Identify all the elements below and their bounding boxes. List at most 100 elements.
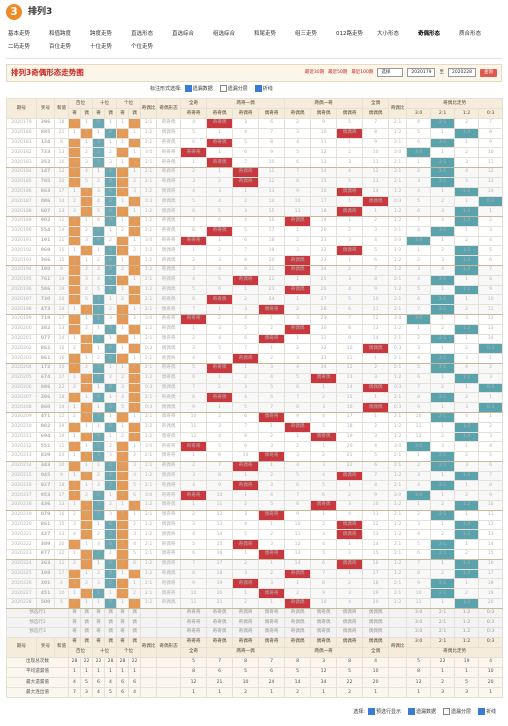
select[interactable]: 选择 <box>377 68 404 77</box>
ratio-trend-cell: 2 <box>454 490 480 502</box>
nav-item[interactable]: 和值跨度 <box>49 31 72 37</box>
checkbox[interactable] <box>219 85 227 92</box>
issue: 2020200 <box>6 323 37 335</box>
pattern-cell: 偶奇奇 <box>258 588 286 600</box>
draw-number: 086 <box>36 196 55 208</box>
option[interactable]: 遗漏分层 <box>442 708 471 716</box>
pattern-cell: 2 <box>232 500 260 511</box>
pattern-cell: 25 <box>310 274 338 286</box>
quick-link[interactable]: 最近30期 <box>304 70 325 75</box>
ratio-trend-cell: 5 <box>478 451 504 462</box>
position-cell: 6 <box>104 558 118 570</box>
position-cell: 1 <box>116 441 130 453</box>
option[interactable]: 遗漏数据 <box>407 708 436 716</box>
panel-bar: 排列3奇偶形态走势图 最近30期 最近50期 最近100期 选择 2020179 至… <box>6 64 502 82</box>
ratio-trend-cell: 2:1 <box>430 333 456 345</box>
position-cell: 1 <box>79 598 94 609</box>
nav-item[interactable]: 奇偶形态 <box>418 31 441 37</box>
checkbox[interactable] <box>254 85 262 92</box>
stats-value: 22 <box>92 656 106 668</box>
ratio-trend-cell: 3 <box>454 460 480 472</box>
ratio-trend-cell: 2 <box>430 500 456 511</box>
nav-item[interactable]: 直选综合 <box>172 31 195 37</box>
nav-item[interactable]: 大小形态 <box>377 31 400 37</box>
nav-item[interactable]: 组选综合 <box>213 31 236 37</box>
draw-row: 2020202 862 16 2 8 1 6 1 2 0:3 偶偶偶 3 5 7 1 2 32 10 偶偶偶 0:3 3… <box>6 343 504 355</box>
pattern-cell: 5 <box>362 245 390 257</box>
option[interactable]: 遗漏数据 <box>184 85 213 93</box>
ratio-trend-cell: 4 <box>454 362 480 374</box>
draw-row: 2020198 473 14 1 4 7 2 3 1 2:1 偶奇奇 7 1 3 偶奇奇 2 28 6 11 2:1 7… <box>6 304 504 315</box>
nav-item[interactable]: 个位走势 <box>131 44 154 50</box>
checkbox[interactable] <box>367 708 375 715</box>
ratio: 1:2 <box>388 206 408 217</box>
ratio-trend-cell: 3:0 <box>406 313 432 325</box>
from-input[interactable]: 2020179 <box>407 68 436 77</box>
option[interactable]: 折线 <box>477 708 496 716</box>
nav-item[interactable]: 基本走势 <box>8 31 31 37</box>
nav-item[interactable]: 二码走势 <box>8 44 31 50</box>
nav-item[interactable]: 质合形态 <box>459 31 482 37</box>
option[interactable]: 预选行显示 <box>367 708 401 716</box>
draw-number: 554 <box>36 225 55 237</box>
checkbox[interactable] <box>442 708 450 715</box>
pattern-cell: 4 <box>336 284 364 296</box>
pattern-cell: 14 <box>284 558 312 570</box>
preselect-cell: 0:3 <box>478 617 504 629</box>
nav-item[interactable]: 组三走势 <box>295 31 318 37</box>
position-cell: 3 <box>68 460 81 472</box>
position-cell: 1 <box>68 549 81 560</box>
position-cell: 5 <box>68 598 81 609</box>
nav-item[interactable]: 012路走势 <box>336 31 363 37</box>
draw-number: 674 <box>36 372 55 384</box>
pattern-cell: 1 <box>258 421 286 433</box>
pattern-cell: 4 <box>258 372 286 384</box>
draw-number: 551 <box>36 441 55 453</box>
query-button[interactable]: 查询 <box>480 68 497 77</box>
position-cell: 7 <box>68 176 81 188</box>
pattern-cell: 4 <box>206 431 234 443</box>
preselect-cell: 偶偶奇 <box>336 607 364 619</box>
draw-row: 2020201 077 14 1 0 7 1 7 1 2:1 偶奇奇 2 4 6 偶奇奇 1 31 9 14 2:1 2… <box>6 333 504 345</box>
header-row: 百位 十位 个位 全奇 两奇一偶 两偶一奇 全偶 奇偶比走势 <box>7 646 504 658</box>
preselect-cell: 偶 <box>128 617 142 629</box>
column-header: 奖号 <box>36 98 55 119</box>
form: 奇偶奇 <box>156 353 182 364</box>
quick-link[interactable]: 最近100期 <box>351 70 374 75</box>
draw-row: 2020192 069 15 1 0 1 6 9 2 1:2 偶偶奇 1 2 7 19 3 22 偶偶奇 5 1:2 1… <box>6 245 504 257</box>
pattern-cell: 6 <box>232 147 260 159</box>
position-cell: 1 <box>92 598 106 609</box>
option[interactable]: 折线 <box>254 85 273 93</box>
pattern-cell: 14 <box>310 166 338 178</box>
pattern-cell: 2 <box>180 460 208 472</box>
sum: 17 <box>54 372 69 384</box>
nav-item[interactable]: 百位走势 <box>49 44 72 50</box>
ratio-trend-cell: 2 <box>430 431 456 443</box>
position-cell: 1 <box>128 578 142 590</box>
checkbox[interactable] <box>407 708 415 715</box>
pattern-cell: 1 <box>284 225 312 237</box>
nav-item[interactable]: 跨度走势 <box>90 31 113 37</box>
to-input[interactable]: 2020228 <box>447 68 476 77</box>
preselect-cell: 偶偶奇 <box>336 617 364 629</box>
ratio-trend-cell: 1 <box>430 490 456 502</box>
position-cell: 1 <box>79 215 94 227</box>
position-cell: 1 <box>92 402 106 413</box>
position-cell: 0 <box>79 333 94 345</box>
ratio-trend-cell: 0:3 <box>478 382 504 394</box>
nav-item[interactable]: 直选形态 <box>131 31 154 37</box>
pattern-cell: 5 <box>310 549 338 560</box>
ratio-trend-cell: 1 <box>406 157 432 168</box>
checkbox[interactable] <box>477 708 485 715</box>
pattern-cell: 11 <box>362 157 390 168</box>
position-cell: 2 <box>128 451 142 462</box>
nav-item[interactable]: 和尾走势 <box>254 31 277 37</box>
pattern-cell: 4 <box>310 411 338 423</box>
nav-item[interactable]: 十位走势 <box>90 44 113 50</box>
form: 奇偶偶 <box>156 264 182 276</box>
options: 标注形式选择: 遗漏数据 遗漏分层 折线 <box>150 85 277 93</box>
checkbox[interactable] <box>184 85 192 92</box>
option[interactable]: 遗漏分层 <box>219 85 248 93</box>
stats-value: 3 <box>310 656 338 668</box>
quick-link[interactable]: 最近50期 <box>328 70 348 75</box>
